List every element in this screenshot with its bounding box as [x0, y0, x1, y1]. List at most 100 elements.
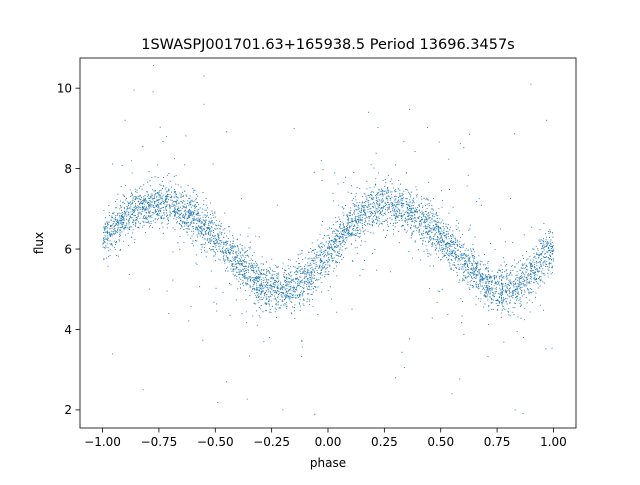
data-point: [434, 234, 436, 236]
data-point: [190, 237, 192, 239]
data-point: [491, 299, 493, 301]
data-point: [406, 206, 408, 208]
data-point: [277, 272, 279, 274]
data-point: [246, 398, 248, 400]
data-point: [353, 213, 356, 215]
data-point: [147, 215, 149, 217]
data-point: [333, 257, 335, 259]
data-point: [139, 194, 141, 196]
data-point: [109, 242, 111, 244]
data-point: [448, 248, 450, 250]
data-point: [281, 267, 283, 269]
data-point: [453, 261, 455, 263]
data-point: [335, 239, 337, 241]
data-point: [192, 191, 194, 193]
data-point: [503, 297, 505, 299]
data-point: [426, 218, 428, 221]
data-point: [355, 199, 357, 201]
data-point: [258, 270, 261, 272]
data-point: [338, 250, 340, 252]
data-point: [316, 279, 318, 281]
data-point: [185, 205, 187, 207]
data-point: [115, 231, 118, 233]
data-point: [135, 202, 137, 205]
data-point: [103, 227, 105, 229]
data-point: [527, 258, 529, 260]
data-point: [485, 295, 487, 297]
data-point: [246, 284, 248, 286]
data-point: [408, 207, 411, 210]
data-point: [174, 216, 176, 218]
data-point: [328, 246, 330, 248]
data-point: [116, 214, 118, 216]
data-point: [294, 266, 296, 268]
data-point: [155, 196, 157, 198]
data-point: [214, 243, 216, 245]
data-point: [123, 229, 125, 231]
data-point: [529, 263, 531, 265]
data-point: [428, 253, 430, 255]
data-point: [302, 279, 304, 281]
data-point: [504, 283, 507, 285]
data-point: [266, 280, 268, 282]
data-point: [255, 262, 258, 264]
data-point: [239, 272, 241, 274]
data-point: [148, 170, 150, 173]
data-point: [215, 246, 217, 248]
data-point: [185, 223, 187, 225]
data-point: [373, 202, 375, 204]
data-point: [330, 255, 333, 257]
data-point: [452, 250, 454, 252]
data-point: [146, 206, 148, 208]
data-point: [506, 303, 508, 305]
data-point: [120, 227, 122, 229]
data-point: [351, 308, 353, 310]
data-point: [411, 205, 413, 207]
data-point: [286, 291, 288, 293]
data-point: [281, 296, 283, 298]
data-point: [232, 235, 234, 237]
data-point: [336, 238, 338, 240]
data-point: [439, 247, 441, 249]
data-point: [277, 274, 279, 276]
data-point: [190, 221, 192, 223]
data-point: [515, 299, 517, 301]
data-point: [402, 204, 404, 206]
data-point: [274, 307, 276, 309]
data-point: [203, 223, 205, 225]
data-point: [335, 265, 338, 267]
data-point: [404, 221, 407, 223]
data-point: [227, 256, 229, 258]
data-point: [333, 245, 335, 247]
data-point: [408, 201, 410, 203]
data-point: [142, 226, 144, 228]
data-point: [302, 303, 304, 305]
data-point: [134, 239, 136, 241]
data-point: [189, 224, 191, 226]
data-point: [120, 185, 122, 187]
data-point: [269, 267, 271, 269]
data-point: [256, 288, 258, 290]
data-point: [324, 271, 326, 273]
data-point: [480, 281, 482, 283]
data-point: [510, 296, 512, 298]
data-point: [206, 238, 209, 240]
data-point: [181, 196, 183, 198]
data-point: [408, 214, 410, 216]
data-point: [338, 241, 340, 243]
data-point: [458, 222, 460, 224]
data-point: [157, 206, 159, 208]
data-point: [248, 276, 250, 278]
data-point: [174, 158, 176, 160]
data-point: [222, 241, 224, 243]
data-point: [219, 259, 221, 261]
data-point: [317, 286, 319, 288]
data-point: [308, 284, 310, 286]
data-point: [293, 290, 295, 292]
data-point: [308, 286, 311, 288]
data-point: [459, 378, 461, 380]
data-point: [387, 224, 389, 226]
data-point: [478, 287, 480, 289]
data-point: [424, 222, 427, 224]
data-point: [175, 200, 177, 202]
